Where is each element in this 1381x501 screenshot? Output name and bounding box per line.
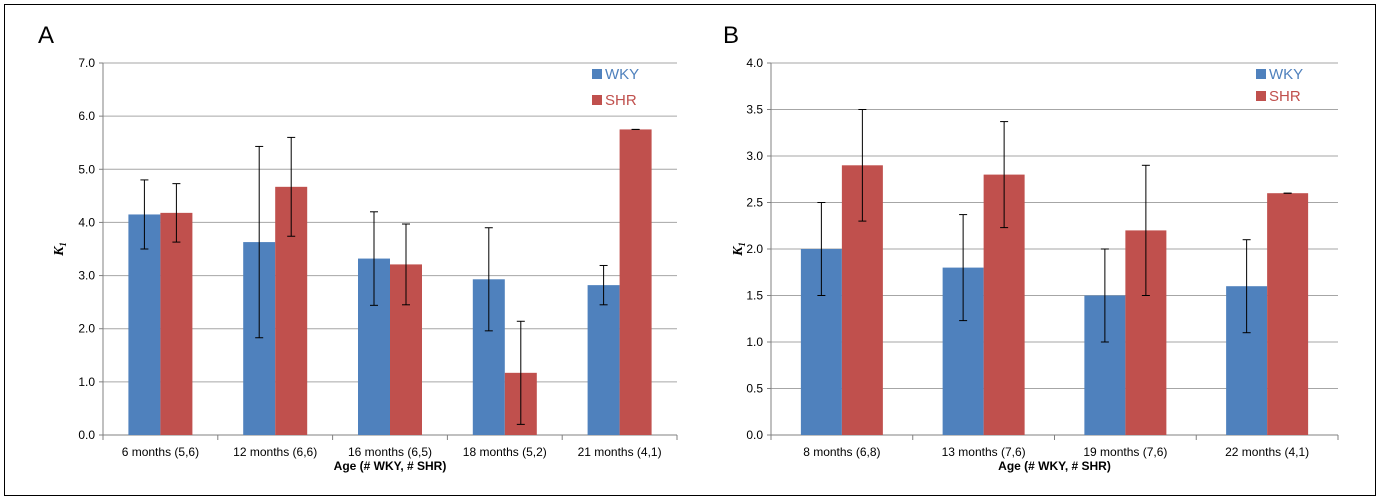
y-tick-label: 2.0 [78,322,95,336]
bar-shr [1267,193,1309,435]
legend-swatch-shr [1256,91,1266,101]
x-axis-title: Age (# WKY, # SHR) [998,459,1111,473]
bar-wky [587,285,620,435]
x-tick-label: 16 months (6,5) [348,445,432,459]
legend-label-wky: WKY [605,66,639,83]
y-tick-label: 1.5 [746,289,763,303]
legend: WKY SHR [1256,66,1303,105]
panel-letter: B [723,22,739,49]
x-tick-label: 8 months (6,8) [803,445,880,459]
legend-swatch-wky [592,69,602,79]
y-tick-label: 5.0 [78,162,95,176]
y-tick-label: 1.0 [746,335,763,349]
bar-wky [128,214,161,435]
y-tick-label: 2.0 [746,242,763,256]
x-tick-label: 22 months (4,1) [1225,445,1309,459]
legend: WKY SHR [592,66,639,109]
y-axis-title: K1 [52,242,68,257]
x-tick-label: 21 months (4,1) [578,445,662,459]
y-tick-label: 3.0 [78,269,95,283]
x-tick-label: 18 months (5,2) [463,445,547,459]
legend-label-shr: SHR [605,92,637,109]
y-tick-label: 4.0 [746,56,763,70]
legend-label-wky: WKY [1269,66,1303,83]
legend-swatch-shr [592,95,602,105]
chart-panel-b: B 0.0 0.5 1.0 1.5 2.0 2.5 3.0 3.5 4.0 8 months (6,… [723,22,1339,473]
y-tick-label: 0.5 [746,382,763,396]
x-tick-label: 6 months (5,6) [122,445,199,459]
figure-frame [4,4,1376,496]
y-tick-label: 3.5 [746,103,763,117]
y-tick-label: 2.5 [746,196,763,210]
bar-shr [160,212,193,435]
y-tick-label: 6.0 [78,109,95,123]
y-tick-label: 3.0 [746,149,763,163]
legend-swatch-wky [1256,69,1266,79]
y-tick-label: 1.0 [78,375,95,389]
bar-shr [619,129,652,435]
x-tick-label: 19 months (7,6) [1083,445,1167,459]
y-tick-label: 0.0 [746,428,763,442]
panel-letter: A [38,22,54,49]
y-tick-label: 4.0 [78,215,95,229]
x-tick-label: 12 months (6,6) [233,445,317,459]
x-tick-label: 13 months (7,6) [942,445,1026,459]
y-tick-label: 7.0 [78,56,95,70]
x-axis-title: Age (# WKY, # SHR) [334,459,447,473]
y-tick-label: 0.0 [78,428,95,442]
legend-label-shr: SHR [1269,88,1301,105]
chart-panel-a: A 0.0 1.0 2.0 3.0 4.0 5.0 6.0 7.0 6 months (5,6) 1… [38,22,678,473]
y-axis-title: K1 [731,242,747,257]
